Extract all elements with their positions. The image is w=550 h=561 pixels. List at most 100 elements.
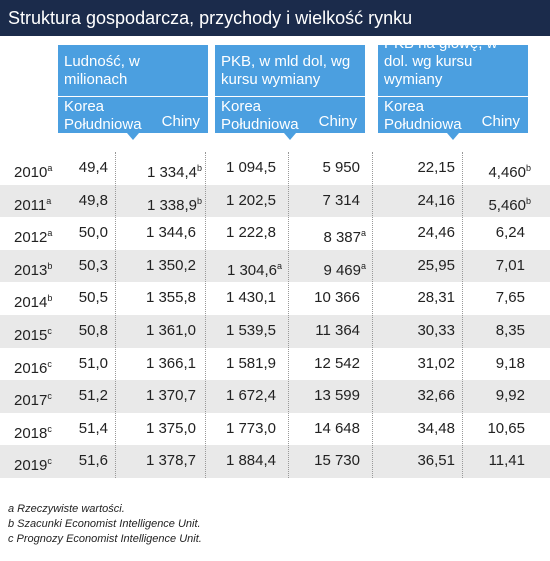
note: b bbox=[525, 163, 531, 173]
value-cell: 7,65 bbox=[496, 282, 525, 315]
value-cell: 50,8 bbox=[79, 315, 108, 348]
value-cell: 1 581,9 bbox=[226, 348, 276, 381]
value: 12 542 bbox=[314, 354, 360, 372]
value-cell: 36,51 bbox=[417, 445, 455, 478]
value-cell: 10,65 bbox=[487, 413, 525, 446]
value: 36,51 bbox=[417, 452, 455, 470]
row-bg bbox=[0, 217, 550, 250]
year-cell: 2018c bbox=[14, 413, 52, 451]
value: 10 366 bbox=[314, 289, 360, 307]
row-bg bbox=[0, 282, 550, 315]
value: 32,66 bbox=[417, 387, 455, 405]
separator bbox=[58, 96, 208, 97]
group-title: Ludność, w milionach bbox=[64, 53, 140, 88]
value: 25,95 bbox=[417, 256, 455, 274]
value-cell: 51,4 bbox=[79, 413, 108, 446]
year: 2019 bbox=[14, 457, 48, 475]
year: 2015 bbox=[14, 327, 48, 344]
value-cell: 15 730 bbox=[314, 445, 360, 478]
value-cell: 51,6 bbox=[79, 445, 108, 478]
row-bg bbox=[0, 412, 550, 446]
value-cell: 50,3 bbox=[79, 250, 108, 283]
column-separator bbox=[115, 152, 116, 478]
pointer bbox=[127, 133, 139, 140]
year: 2016 bbox=[14, 359, 48, 377]
value-cell: 7 314 bbox=[322, 185, 360, 218]
value: 1 366,1 bbox=[145, 354, 196, 372]
pointer bbox=[447, 133, 459, 140]
value: 8,35 bbox=[495, 322, 525, 339]
value-cell: 30,33 bbox=[417, 315, 455, 348]
value-cell: 8 387a bbox=[323, 217, 366, 255]
value: 1 094,5 bbox=[225, 159, 276, 176]
value-cell: 1 539,5 bbox=[226, 315, 276, 348]
value: 1 581,9 bbox=[225, 354, 276, 372]
value: 30,33 bbox=[417, 322, 455, 339]
value: 1 370,7 bbox=[145, 387, 196, 405]
value: 22,15 bbox=[417, 159, 455, 176]
value: 50,8 bbox=[78, 322, 108, 339]
year: 2014 bbox=[14, 294, 48, 312]
note: c bbox=[47, 456, 52, 467]
value-cell: 1 338,9b bbox=[147, 185, 202, 223]
value-cell: 34,48 bbox=[417, 413, 455, 446]
year: 2010 bbox=[14, 164, 48, 181]
note: a bbox=[47, 228, 53, 239]
value: 11,41 bbox=[488, 452, 525, 470]
value: 9 469 bbox=[323, 261, 361, 279]
value: 7,01 bbox=[495, 256, 525, 274]
value: 31,02 bbox=[417, 354, 455, 372]
value: 1 222,8 bbox=[225, 224, 276, 242]
value-cell: 25,95 bbox=[417, 250, 455, 283]
value: 1 361,0 bbox=[145, 322, 196, 339]
value: 5 950 bbox=[322, 159, 360, 176]
value-cell: 4,460b bbox=[488, 152, 531, 190]
note: c bbox=[47, 391, 52, 402]
value-cell: 1 430,1 bbox=[226, 282, 276, 315]
value: 50,3 bbox=[78, 256, 108, 274]
value-cell: 1 884,4 bbox=[226, 445, 276, 478]
value: 51,2 bbox=[78, 387, 108, 405]
note: b bbox=[196, 195, 202, 206]
note: b bbox=[525, 195, 531, 206]
value-cell: 22,15 bbox=[417, 152, 455, 185]
year-cell: 2019c bbox=[14, 445, 52, 483]
value-cell: 11,41 bbox=[489, 445, 525, 478]
note: a bbox=[360, 260, 366, 271]
value-cell: 1 361,0 bbox=[146, 315, 196, 348]
value: 7,65 bbox=[495, 289, 525, 307]
value: 10,65 bbox=[487, 419, 525, 437]
year-cell: 2016c bbox=[14, 348, 52, 386]
note: a bbox=[276, 260, 282, 271]
group-header: PKB, w mld dol, wg kursu wymiany Korea Po… bbox=[215, 45, 365, 133]
value: 1 202,5 bbox=[225, 191, 276, 209]
value: 50,5 bbox=[78, 289, 108, 307]
value: 34,48 bbox=[417, 419, 455, 437]
sub-header: Chiny bbox=[161, 113, 200, 130]
value-cell: 1 370,7 bbox=[146, 380, 196, 413]
value: 7 314 bbox=[322, 191, 360, 209]
value: 14 648 bbox=[314, 419, 360, 437]
value-cell: 7,01 bbox=[496, 250, 525, 283]
value: 9,18 bbox=[495, 354, 525, 372]
value-cell: 14 648 bbox=[314, 413, 360, 446]
year-cell: 2011a bbox=[14, 185, 51, 223]
value: 5,460 bbox=[488, 196, 526, 214]
column-separator bbox=[372, 152, 373, 478]
year: 2013 bbox=[14, 261, 48, 279]
value-cell: 5 950 bbox=[322, 152, 360, 185]
note: c bbox=[47, 326, 52, 336]
value-cell: 6,24 bbox=[496, 217, 525, 250]
note: a bbox=[46, 195, 52, 206]
year-cell: 2013b bbox=[14, 250, 52, 288]
sub-header: Chiny bbox=[318, 113, 357, 130]
value-cell: 1 375,0 bbox=[146, 413, 196, 446]
value-cell: 49,8 bbox=[79, 185, 108, 218]
column-separator bbox=[205, 152, 206, 478]
value: 49,8 bbox=[78, 191, 108, 209]
group-title: PKB, w mld dol, wg kursu wymiany bbox=[221, 53, 351, 88]
value-cell: 1 334,4b bbox=[147, 152, 202, 190]
value-cell: 1 672,4 bbox=[226, 380, 276, 413]
value-cell: 1 355,8 bbox=[146, 282, 196, 315]
value: 24,16 bbox=[417, 191, 455, 209]
